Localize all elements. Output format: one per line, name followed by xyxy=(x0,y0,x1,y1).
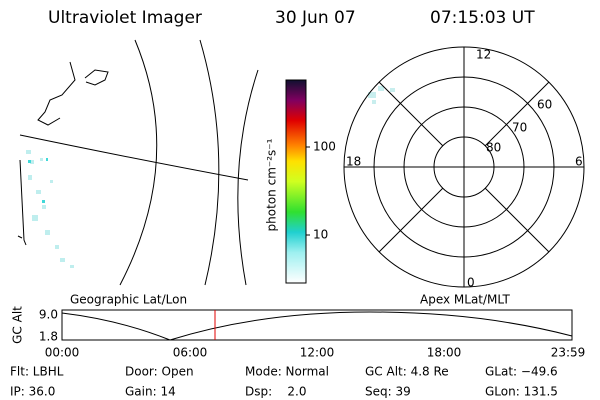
timeline-x-tick: 23:59 xyxy=(551,346,586,360)
colorbar-label: photon cm⁻²s⁻¹ xyxy=(265,138,279,231)
timeline-x-tick: 18:00 xyxy=(427,346,462,360)
info-field: Door: Open xyxy=(125,365,194,379)
map xyxy=(17,39,259,286)
date: 30 Jun 07 xyxy=(275,8,356,28)
timeline-x-tick: 06:00 xyxy=(173,346,208,360)
info-field: Dsp: 2.0 xyxy=(245,385,307,399)
info-field: Mode: Normal xyxy=(245,365,329,379)
info-field: Gain: 14 xyxy=(125,385,176,399)
colorbar-tick-label: 100 xyxy=(313,140,336,154)
lat-label: 60 xyxy=(537,98,552,112)
info-field: GLon: 131.5 xyxy=(485,385,558,399)
mlt-label: 18 xyxy=(346,155,361,169)
colorbar-tick-label: 10 xyxy=(313,228,328,242)
title: Ultraviolet Imager xyxy=(48,8,202,28)
polar-plot xyxy=(343,46,585,288)
timeline-right-label: Apex MLat/MLT xyxy=(420,293,510,307)
colorbar xyxy=(285,79,307,284)
timeline-y-tick: 1.8 xyxy=(39,330,58,344)
info-field: Seq: 39 xyxy=(365,385,411,399)
mlt-label: 6 xyxy=(575,155,583,169)
timeline-y-tick: 9.0 xyxy=(39,308,58,322)
timeline-box xyxy=(61,309,573,341)
timeline-x-tick: 12:00 xyxy=(300,346,335,360)
info-field: IP: 36.0 xyxy=(10,385,55,399)
mlt-label: 12 xyxy=(476,48,491,62)
mlt-label: 0 xyxy=(467,276,475,290)
lat-label: 80 xyxy=(486,141,501,155)
timeline-left-label: Geographic Lat/Lon xyxy=(70,293,187,307)
info-field: GLat: −49.6 xyxy=(485,365,558,379)
altitude-curve xyxy=(61,311,573,341)
timeline-x-tick: 00:00 xyxy=(45,346,80,360)
info-field: GC Alt: 4.8 Re xyxy=(365,365,449,379)
lat-label: 70 xyxy=(512,121,527,135)
timeline-y-label: GC Alt xyxy=(11,306,25,344)
info-field: Flt: LBHL xyxy=(10,365,64,379)
time: 07:15:03 UT xyxy=(430,8,535,28)
